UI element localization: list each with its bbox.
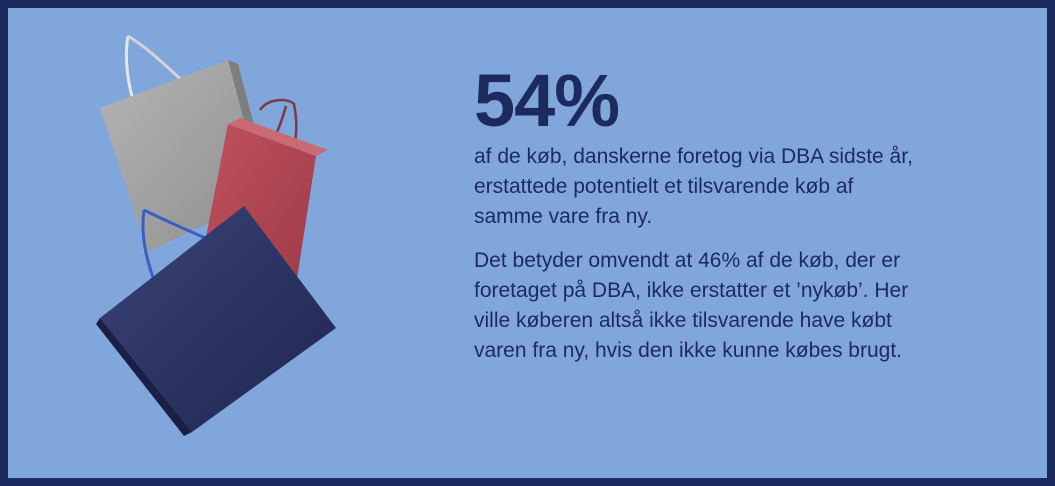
red-bag-top [228,118,328,156]
navy-bag-body [100,206,336,432]
gray-bag-handle [127,34,187,86]
navy-bag-side [96,318,192,436]
description-paragraph-1: af de køb, danskerne foretog via DBA sid… [474,145,913,228]
headline-stat: 54% [474,59,620,142]
navy-bag [96,206,336,436]
text-content: 54% af de køb, danskerne foretog via DBA… [466,64,966,380]
description-paragraph-2: Det betyder omvendt at 46% af de køb, de… [474,249,909,362]
shopping-bags-illustration [96,34,336,436]
